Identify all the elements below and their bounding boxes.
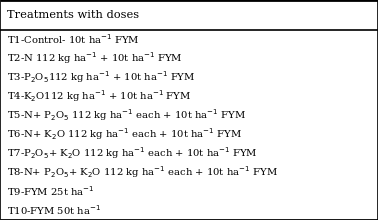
Text: Treatments with doses: Treatments with doses: [7, 10, 139, 20]
Text: T4-K$_{2}$O112 kg ha$^{-1}$ + 10t ha$^{-1}$ FYM: T4-K$_{2}$O112 kg ha$^{-1}$ + 10t ha$^{-…: [7, 88, 191, 104]
Text: T10-FYM 50t ha$^{-1}$: T10-FYM 50t ha$^{-1}$: [7, 204, 101, 217]
Text: T7-P$_{2}$O$_{5}$+ K$_{2}$O 112 kg ha$^{-1}$ each + 10t ha$^{-1}$ FYM: T7-P$_{2}$O$_{5}$+ K$_{2}$O 112 kg ha$^{…: [7, 145, 257, 161]
Text: T2-N 112 kg ha$^{-1}$ + 10t ha$^{-1}$ FYM: T2-N 112 kg ha$^{-1}$ + 10t ha$^{-1}$ FY…: [7, 50, 183, 66]
Text: T3-P$_{2}$O$_{5}$112 kg ha$^{-1}$ + 10t ha$^{-1}$ FYM: T3-P$_{2}$O$_{5}$112 kg ha$^{-1}$ + 10t …: [7, 69, 195, 85]
Text: T8-N+ P$_{2}$O$_{5}$+ K$_{2}$O 112 kg ha$^{-1}$ each + 10t ha$^{-1}$ FYM: T8-N+ P$_{2}$O$_{5}$+ K$_{2}$O 112 kg ha…: [7, 165, 277, 180]
Text: T6-N+ K$_{2}$O 112 kg ha$^{-1}$ each + 10t ha$^{-1}$ FYM: T6-N+ K$_{2}$O 112 kg ha$^{-1}$ each + 1…: [7, 126, 242, 142]
Text: T9-FYM 25t ha$^{-1}$: T9-FYM 25t ha$^{-1}$: [7, 185, 94, 198]
Text: T5-N+ P$_{2}$O$_{5}$ 112 kg ha$^{-1}$ each + 10t ha$^{-1}$ FYM: T5-N+ P$_{2}$O$_{5}$ 112 kg ha$^{-1}$ ea…: [7, 107, 246, 123]
Text: T1-Control- 10t ha$^{-1}$ FYM: T1-Control- 10t ha$^{-1}$ FYM: [7, 32, 139, 46]
